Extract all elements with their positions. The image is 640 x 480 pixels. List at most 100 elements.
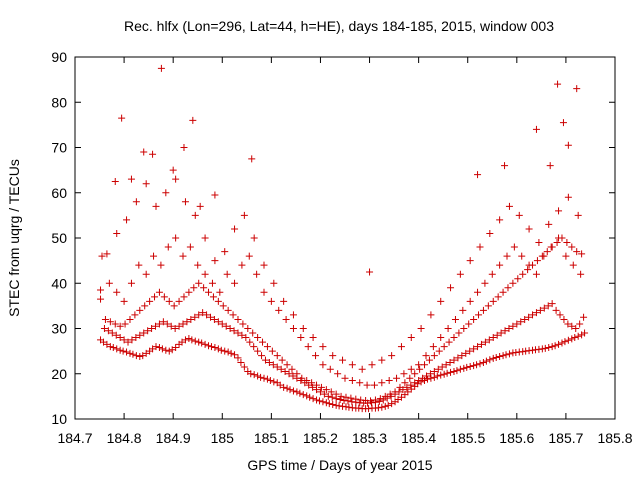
data-point [216, 288, 224, 296]
data-point [109, 344, 117, 352]
data-point [226, 325, 234, 332]
data-point [121, 320, 129, 328]
data-point [322, 386, 330, 394]
data-point [466, 363, 474, 371]
data-point [245, 252, 253, 260]
y-tick-label: 20 [51, 366, 67, 382]
data-point [525, 261, 533, 269]
data-point [376, 395, 384, 403]
data-point [572, 325, 580, 332]
chart-title: Rec. hlfx (Lon=296, Lat=44, h=HE), days … [124, 18, 554, 34]
data-point [322, 399, 330, 407]
data-point [160, 293, 168, 301]
data-point [116, 322, 124, 330]
data-point [152, 322, 160, 330]
x-axis: 184.7 184.8 184.9 185 185.1 185.2 185.3 185.4 18… [57, 57, 633, 446]
data-point [460, 325, 468, 332]
data-point [231, 279, 239, 287]
data-point [203, 311, 211, 319]
data-point [396, 383, 404, 391]
data-point [363, 381, 371, 389]
data-point [496, 261, 504, 269]
data-point [367, 397, 375, 405]
data-point [496, 216, 504, 224]
data-point [407, 365, 415, 373]
data-point [524, 266, 532, 274]
data-point [280, 383, 288, 391]
data-point [261, 356, 269, 364]
data-point [170, 302, 178, 310]
data-point [489, 297, 497, 305]
data-point [180, 144, 188, 151]
data-point [195, 338, 203, 346]
data-point [319, 398, 327, 406]
data-point [564, 193, 572, 201]
data-point [273, 352, 281, 360]
data-point [247, 370, 255, 378]
data-point [259, 338, 267, 346]
data-point [517, 318, 525, 326]
data-point [541, 344, 549, 352]
data-point [348, 361, 356, 369]
data-point [191, 211, 199, 219]
data-point [237, 358, 245, 366]
data-point [175, 322, 183, 330]
data-point [120, 297, 128, 305]
data-point [221, 347, 229, 355]
data-point [189, 116, 197, 124]
data-point [381, 402, 389, 410]
data-point [146, 297, 154, 305]
data-point [159, 318, 167, 326]
data-point [278, 356, 286, 364]
data-point [560, 315, 568, 323]
data-point [319, 361, 327, 369]
data-point [573, 85, 581, 93]
data-point [568, 335, 576, 343]
data-point [172, 234, 180, 242]
data-point [555, 340, 563, 348]
data-point [378, 403, 386, 411]
data-point [525, 313, 533, 321]
data-point [270, 279, 278, 287]
data-point [240, 211, 248, 219]
x-axis-label: GPS time / Days of year 2015 [247, 457, 432, 473]
data-point [422, 352, 430, 360]
data-point [299, 391, 307, 399]
data-point [303, 392, 311, 400]
data-point [416, 365, 424, 373]
data-point [298, 374, 306, 382]
data-point [509, 279, 517, 287]
data-point [379, 396, 387, 404]
data-point [470, 315, 478, 323]
data-point [316, 388, 324, 396]
data-point [123, 348, 131, 356]
data-point [435, 347, 443, 355]
data-point [131, 311, 139, 319]
data-point [544, 302, 552, 310]
data-point [140, 148, 148, 156]
data-point [198, 339, 206, 347]
data-point [509, 322, 517, 330]
data-point [181, 198, 189, 206]
data-points [97, 64, 589, 413]
data-point [414, 380, 422, 388]
data-point [151, 293, 159, 301]
data-point [263, 343, 271, 351]
data-point [283, 384, 291, 392]
data-point [540, 304, 548, 312]
data-point [179, 252, 187, 260]
data-point [105, 279, 113, 287]
data-point [459, 306, 467, 314]
data-point [551, 342, 559, 350]
data-point [391, 388, 399, 396]
y-tick-label: 10 [51, 411, 67, 427]
data-point [250, 343, 258, 351]
data-point [479, 358, 487, 366]
data-point [443, 369, 451, 377]
data-point [548, 300, 556, 308]
data-point [437, 371, 445, 379]
data-point [437, 334, 445, 342]
data-point [518, 252, 526, 260]
data-point [229, 311, 237, 319]
